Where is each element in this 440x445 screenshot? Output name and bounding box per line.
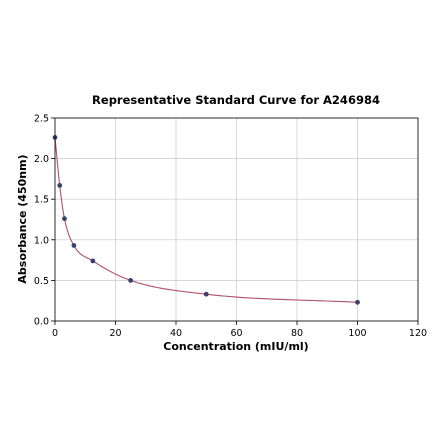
x-tick-label: 80 [291, 328, 303, 339]
data-point [203, 291, 209, 297]
y-tick-label: 2.0 [34, 154, 49, 165]
data-point [355, 299, 360, 305]
grid-lines [54, 117, 419, 322]
x-tick-label: 100 [348, 328, 366, 339]
x-tick-label: 120 [409, 328, 427, 339]
fit-curve [54, 137, 358, 303]
x-axis-ticks: 0 20 40 60 80 100 120 [52, 321, 427, 339]
y-tick-label: 1.5 [34, 195, 49, 206]
x-axis-label: Concentration (mIU/ml) [163, 340, 308, 353]
y-tick-label: 1.0 [34, 235, 49, 246]
x-tick-label: 0 [52, 328, 58, 339]
y-axis-label: Absorbance (450nm) [16, 154, 29, 283]
data-point [62, 216, 67, 222]
data-point [128, 278, 134, 283]
x-tick-label: 20 [109, 328, 121, 339]
data-points-layer [52, 135, 360, 305]
y-tick-label: 2.5 [34, 114, 49, 125]
fit-curve-layer [54, 137, 358, 303]
data-point [90, 258, 96, 264]
data-point [71, 243, 77, 248]
x-tick-label: 60 [230, 328, 242, 339]
x-tick-label: 40 [170, 328, 182, 339]
data-point [57, 182, 63, 188]
chart-title: Representative Standard Curve for A24698… [92, 93, 380, 107]
y-tick-label: 0.0 [34, 317, 49, 328]
y-tick-label: 0.5 [34, 276, 49, 287]
y-axis-ticks: 0.0 0.5 1.0 1.5 2.0 2.5 [34, 114, 55, 328]
